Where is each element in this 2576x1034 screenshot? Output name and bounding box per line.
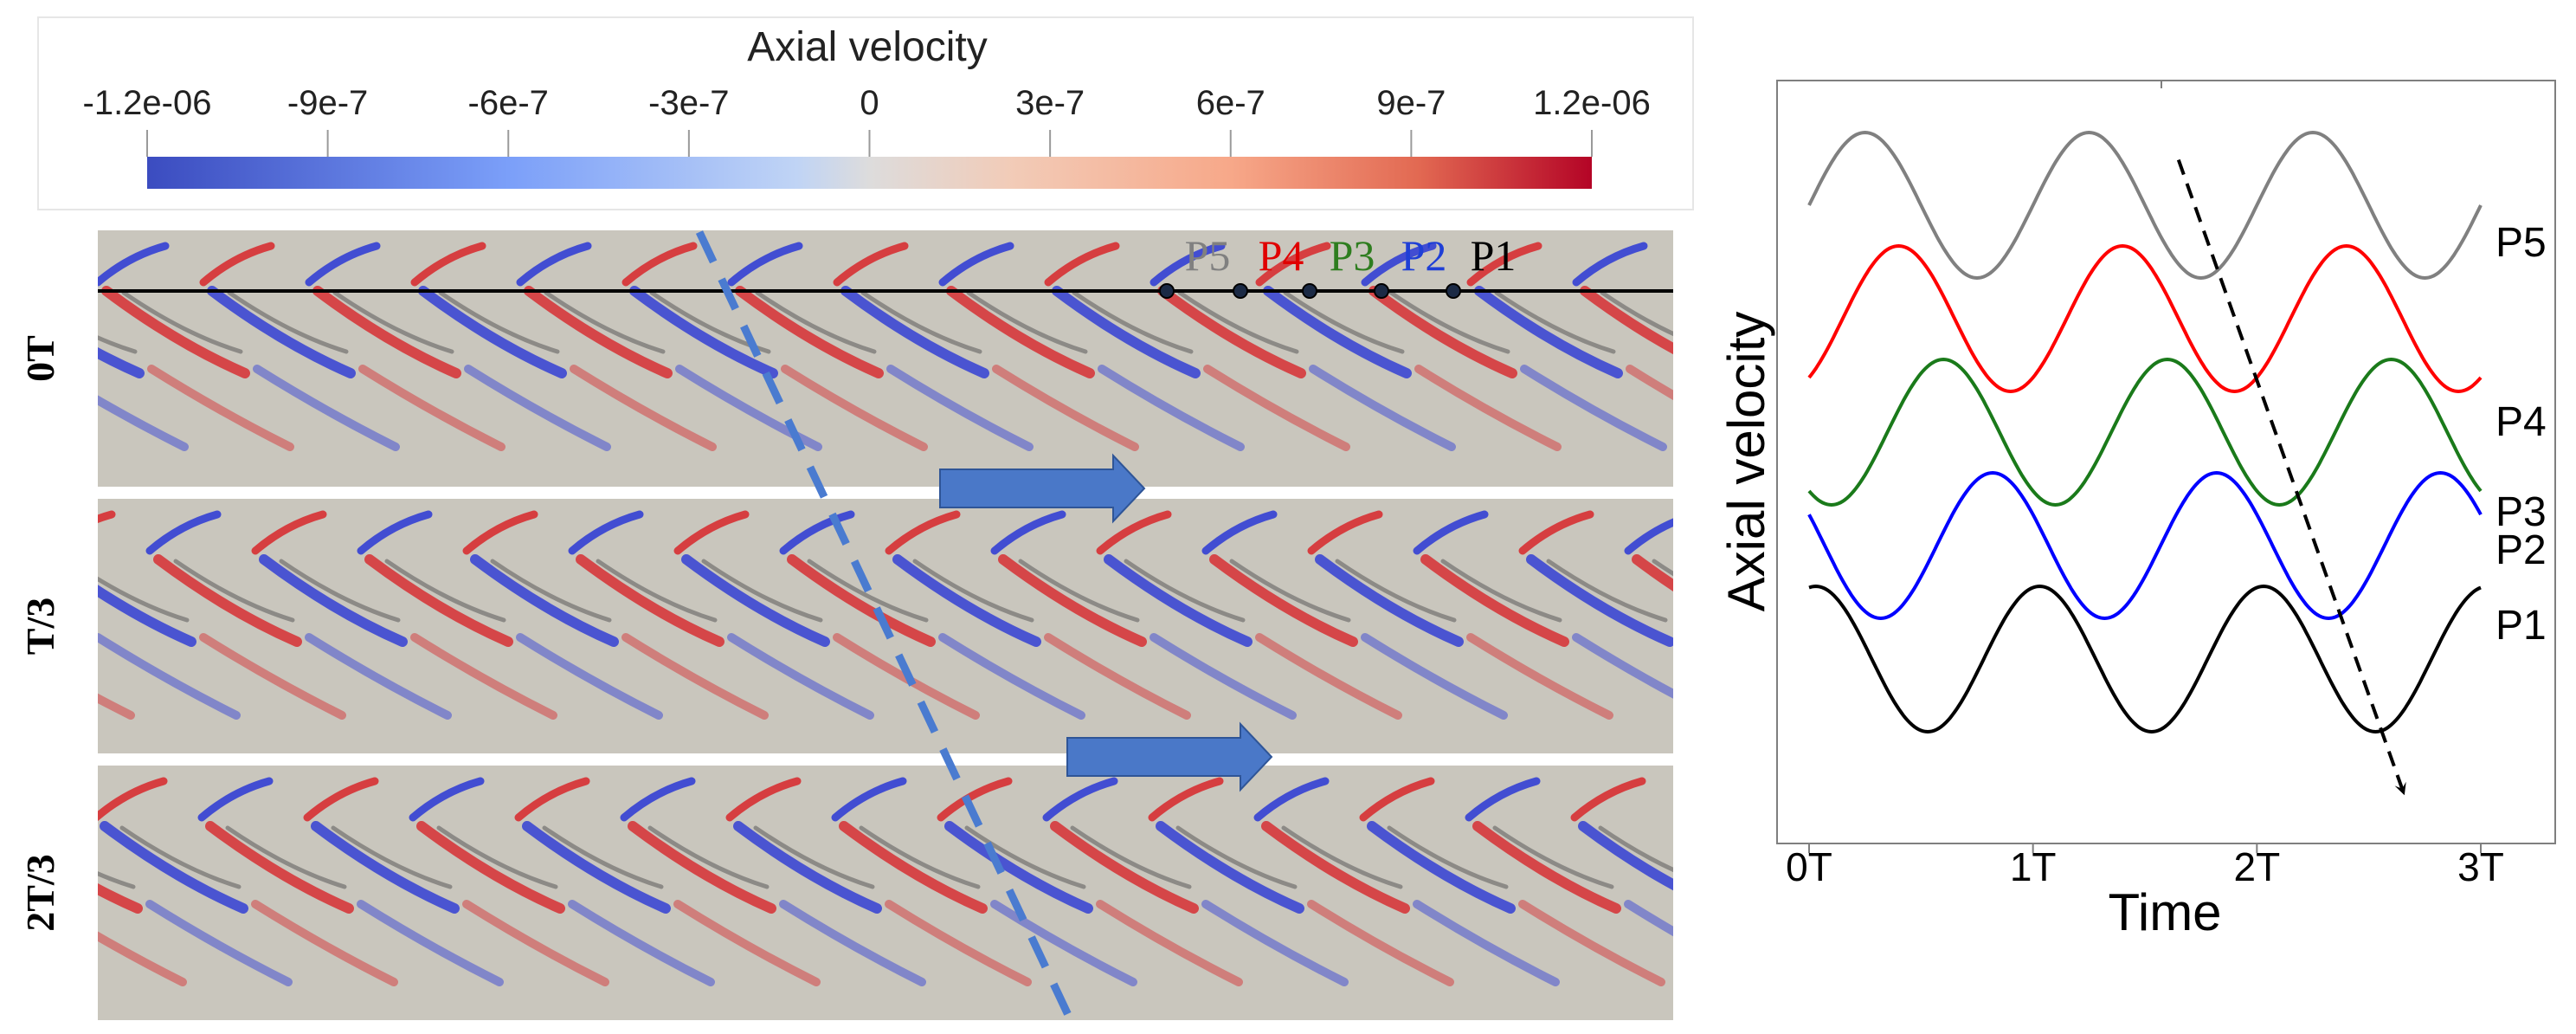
panel-label-T3: T/3 (18, 598, 62, 655)
velocity-streaks (98, 242, 1673, 986)
probe-marker-P5 (1159, 283, 1175, 299)
colorbar-tick-label: 9e-7 (1376, 84, 1446, 122)
colorbar-tick-label: 1.2e-06 (1533, 84, 1651, 122)
series-line-P2 (1807, 470, 2483, 621)
series-line-P5 (1807, 130, 2483, 281)
phase-shift-dashed-arrow (2176, 158, 2406, 796)
propagation-arrow-2 (1066, 721, 1273, 792)
x-tick-label: 0T (1786, 844, 1832, 889)
field-panels: 0T T/3 2T/3 P5 P4 P3 P2 P1 (18, 230, 1673, 1020)
probe-label-P4: P4 (1259, 231, 1304, 280)
probe-label-P5: P5 (1185, 231, 1231, 280)
probe-marker-P3 (1302, 283, 1317, 299)
x-tick-label: 1T (2010, 844, 2057, 889)
series-label-P3: P3 (2496, 489, 2547, 535)
colorbar-title: Axial velocity (747, 24, 987, 70)
probe-marker-P4 (1233, 283, 1248, 299)
series-label-P1: P1 (2496, 603, 2547, 649)
series-label-P2: P2 (2496, 527, 2547, 573)
colorbar-tick-label: -3e-7 (648, 84, 729, 122)
colorbar-tick-label: -9e-7 (287, 84, 368, 122)
series-lines (1807, 130, 2483, 734)
panel-label-2T3: 2T/3 (18, 854, 62, 931)
panel-0T (98, 230, 1673, 487)
y-axis-label: Axial velocity (1717, 312, 1775, 612)
wave-tracking-dashed-line (695, 230, 1072, 1017)
series-label-P4: P4 (2496, 399, 2547, 445)
probe-marker-P2 (1374, 283, 1389, 299)
colorbar-tick-label: -1.2e-06 (83, 84, 212, 122)
plot-area (1776, 80, 2556, 844)
series-line-P4 (1807, 243, 2483, 394)
probe-label-P3: P3 (1330, 231, 1375, 280)
probe-label-P1: P1 (1471, 231, 1517, 280)
streak-row (98, 510, 1673, 720)
colorbar-gradient (147, 157, 1592, 189)
colorbar-ticks: -1.2e-06 -9e-7 -6e-7 -3e-7 0 3e-7 6e-7 9e-7 1.2e… (83, 84, 1651, 157)
colorbar-tick-label: -6e-7 (468, 84, 549, 122)
probe-marker-P1 (1446, 283, 1461, 299)
panel-2T3 (98, 766, 1673, 1020)
series-label-P5: P5 (2496, 220, 2547, 266)
streak-row (98, 242, 1673, 451)
x-tick-label: 3T (2457, 844, 2504, 889)
colorbar: Axial velocity -1.2e-06 -9e-7 -6e-7 -3e-7 0 3… (37, 16, 1694, 210)
x-tick-label: 2T (2233, 844, 2280, 889)
streak-row (98, 777, 1673, 986)
series-line-P1 (1808, 584, 2482, 734)
colorbar-tick-label: 0 (860, 84, 879, 122)
probe-markers (1159, 283, 1461, 299)
propagation-arrow-1 (939, 453, 1146, 524)
probe-labels: P5 P4 P3 P2 P1 (1185, 231, 1517, 280)
x-axis-ticks: 0T 1T 2T 3T (1786, 843, 2504, 889)
series-line-P3 (1807, 357, 2483, 507)
panel-label-0T: 0T (18, 335, 62, 382)
x-axis-label: Time (2108, 883, 2221, 941)
colorbar-tick-label: 6e-7 (1196, 84, 1265, 122)
probe-label-P2: P2 (1401, 231, 1447, 280)
colorbar-tick-label: 3e-7 (1015, 84, 1085, 122)
